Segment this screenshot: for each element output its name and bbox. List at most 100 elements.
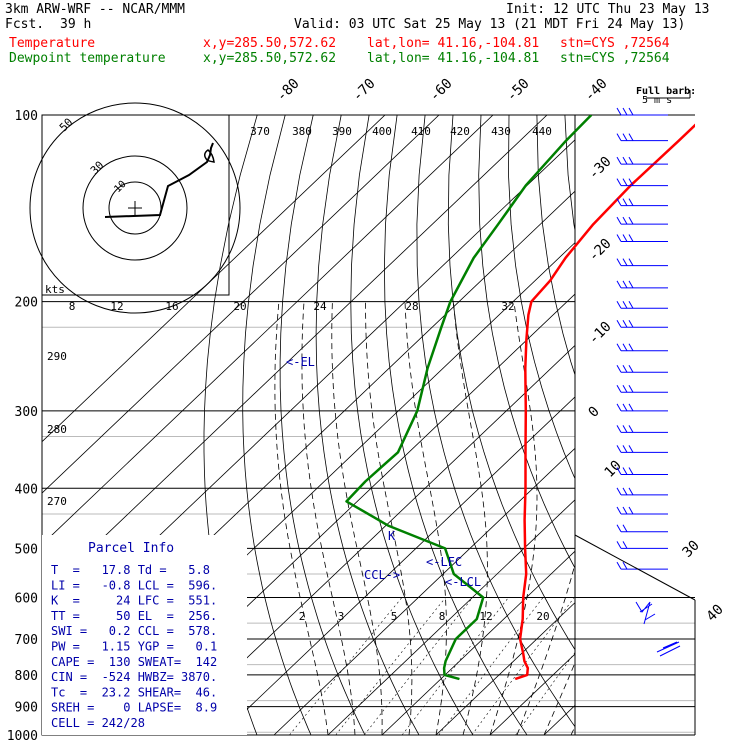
- hodograph-kts-label: kts: [45, 283, 65, 296]
- pressure-label-100: 100: [15, 109, 38, 124]
- dry-adiabat-lines: [203, 115, 740, 740]
- moist-adiabat-20: [489, 301, 538, 735]
- temp-label-0: 0: [586, 404, 603, 421]
- wind-barb-tick-1-1: [622, 133, 628, 141]
- hodograph-inset: 50 30 10 kts: [29, 102, 241, 314]
- parcel-info-row-7: CIN = -524 HWBZ= 3870.: [51, 670, 217, 684]
- annotation-el: <-EL: [286, 355, 315, 369]
- wind-barb-tick-14-1: [622, 403, 628, 412]
- wind-barb-tick-2-1: [622, 156, 628, 165]
- wind-barbs: [616, 107, 668, 570]
- temp-label--10: -10: [586, 319, 615, 348]
- legend-dewpoint-name: Dewpoint temperature: [9, 51, 166, 66]
- isotherm-20: [489, 653, 575, 735]
- wind-barb-tick-1-0: [616, 133, 622, 141]
- isotherm--90: [42, 115, 548, 597]
- speed-tick-16: 16: [165, 300, 178, 313]
- wind-barb-tick-0-1: [622, 107, 628, 116]
- hodograph-ring-label-50: 50: [57, 116, 76, 135]
- dry-adiabat-360: [564, 115, 575, 233]
- parcel-info-background: [42, 535, 247, 735]
- wind-barb-tick-10-2: [628, 320, 634, 328]
- dewpoint-point-12: [397, 451, 399, 453]
- wind-barb-tick-18-0: [616, 487, 622, 496]
- dry-adiabat-400: [677, 115, 740, 740]
- wind-barb-tick-19-2: [628, 506, 634, 515]
- mixing-ratio-line-2: [335, 597, 446, 735]
- mixing-ratio-label-12: 12: [479, 610, 492, 623]
- wind-barb-tick-17-1: [622, 467, 628, 475]
- dry-adiabat-340: [508, 115, 575, 480]
- dewpoint-point-14: [427, 367, 429, 369]
- temp-label--20: -20: [586, 236, 615, 265]
- wind-barb-tick-6-1: [622, 234, 628, 242]
- temperature-point-4: [522, 653, 524, 655]
- theta-label-370: 370: [250, 125, 270, 138]
- dewpoint-point-5: [476, 618, 478, 620]
- wind-barb-tick-14-2: [628, 403, 634, 412]
- pressure-label-400: 400: [15, 482, 38, 497]
- wind-barb-tick-7-1: [622, 258, 628, 266]
- dewpoint-point-8: [444, 547, 446, 550]
- dry-adiabat-280: [315, 115, 420, 735]
- theta-label-390: 390: [332, 125, 352, 138]
- parcel-info-rows: T = 17.8 Td = 5.8LI = -0.8 LCL = 596. K =…: [51, 563, 217, 730]
- wind-barb-tick-9-0: [616, 301, 622, 309]
- moist-adiabat-40: [598, 302, 740, 735]
- wind-barb-tick-9-2: [628, 301, 634, 309]
- wind-barb-tick-21-0: [616, 541, 622, 549]
- parcel-info-panel: Parcel Info T = 17.8 Td = 5.8LI = -0.8 L…: [42, 535, 247, 735]
- temperature-point-2: [527, 667, 529, 669]
- wind-barb-tick-21-1: [622, 541, 628, 549]
- moist-adiabat-35: [570, 725, 575, 735]
- legend-temperature-station: stn=CYS ,72564: [560, 36, 670, 51]
- dewpoint-point-19: [525, 185, 527, 187]
- temperature-trace: [514, 123, 695, 681]
- isotherm--20: [273, 447, 575, 735]
- wind-barb-tick-10-1: [622, 320, 628, 328]
- temp-label--50: -50: [504, 76, 533, 105]
- parcel-info-row-9: SREH = 0 LAPSE= 8.9: [51, 701, 217, 715]
- wind-barb-tick-15-1: [622, 425, 628, 433]
- dry-adiabat-310: [416, 115, 575, 728]
- mixing-ratio-label-20: 20: [536, 610, 549, 623]
- annotation-ccl: CCL->: [364, 568, 400, 582]
- wind-barb-tick-19-1: [622, 506, 628, 515]
- moist-adiabat-lines: [274, 301, 740, 735]
- pressure-label-900: 900: [15, 701, 38, 716]
- mixing-ratio-line-12: [471, 597, 575, 735]
- isotherm--100: [42, 115, 494, 546]
- parcel-info-row-8: Tc = 23.2 SHEAR= 46.: [51, 685, 217, 699]
- speed-tick-8: 8: [69, 300, 76, 313]
- pressure-label-200: 200: [15, 296, 38, 311]
- dry-adiabat-270: [279, 115, 366, 735]
- wind-barb-tick-15-0: [616, 425, 622, 433]
- wind-barb-tick-17-2: [628, 467, 634, 475]
- temp-label--30: -30: [586, 154, 615, 183]
- dry-adiabat-390: [649, 115, 740, 740]
- temperature-point-0: [514, 678, 517, 680]
- wind-barb-inset: 30 40: [574, 534, 727, 735]
- wind-barb-tick-12-1: [622, 365, 628, 373]
- temperature-point-5: [519, 638, 521, 640]
- parcel-info-row-2: K = 24 LFC = 551.: [51, 594, 217, 608]
- isotherm--120: [42, 115, 386, 443]
- dewpoint-point-1: [443, 674, 446, 676]
- wind-barb-tick-12-0: [616, 365, 622, 373]
- isotherm-40: [598, 115, 740, 735]
- dewpoint-point-21: [590, 115, 592, 116]
- temperature-point-22: [678, 140, 680, 142]
- wind-barb-tick-18-1: [622, 487, 628, 496]
- wind-barb-tick-11-0: [616, 343, 622, 351]
- hodograph-ring-outer: [29, 102, 241, 314]
- wind-barb-tick-6-2: [628, 234, 634, 242]
- inset-label-40: 40: [704, 602, 727, 625]
- dry-adiabat-320: [447, 115, 575, 651]
- hodograph-ring-label-30: 30: [88, 159, 107, 178]
- wind-barb-tick-16-2: [628, 445, 634, 453]
- wind-barb-tick-16-0: [616, 445, 622, 453]
- temperature-point-8: [525, 573, 527, 575]
- temperature-point-16: [527, 314, 530, 316]
- dry-adiabat-410: [705, 115, 740, 740]
